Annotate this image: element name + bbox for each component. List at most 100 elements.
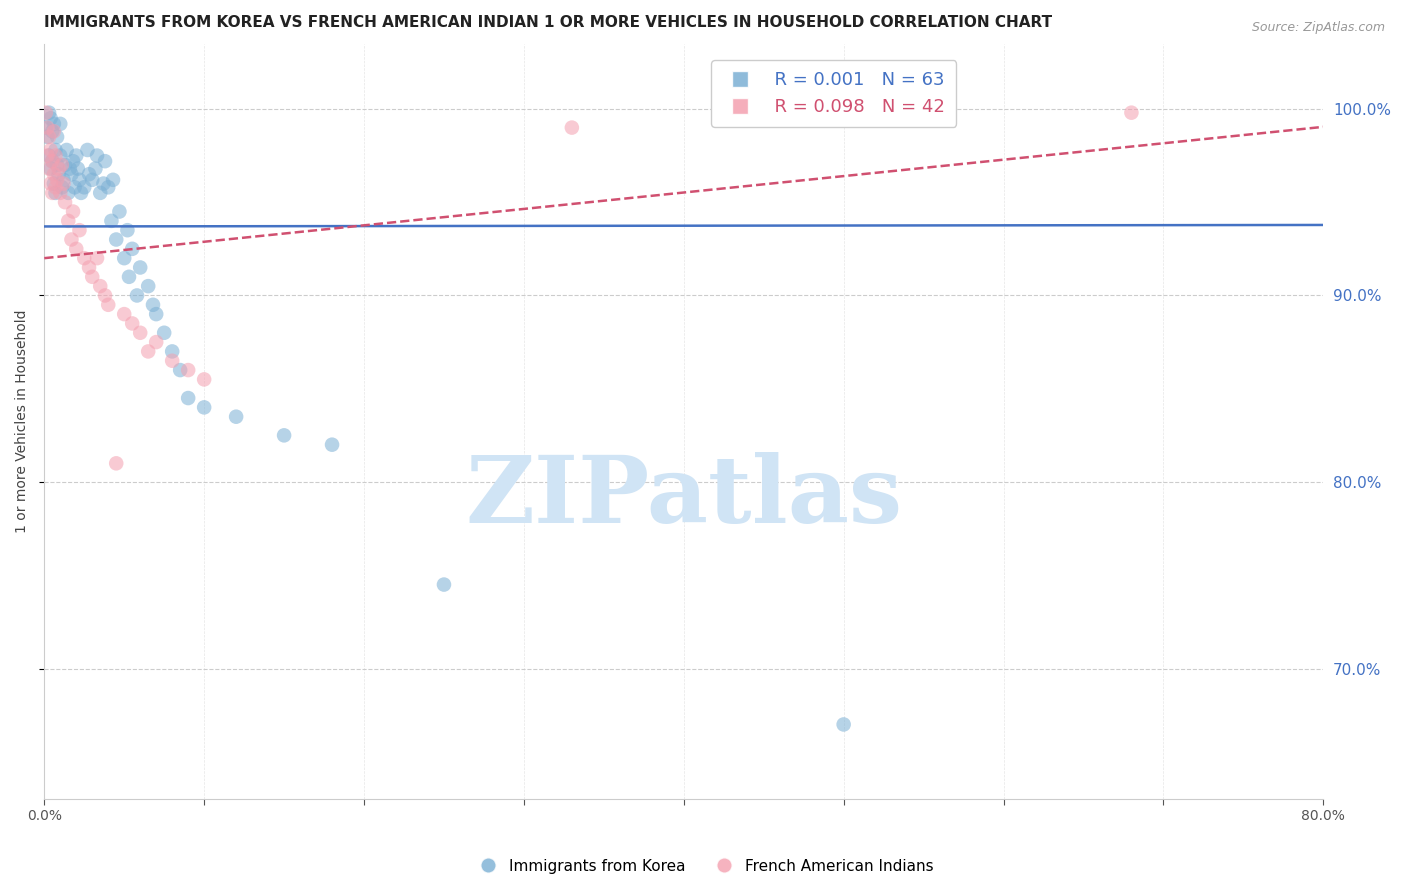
Point xyxy=(46,173,69,187)
Point xyxy=(112,307,135,321)
Point xyxy=(46,130,69,145)
Point xyxy=(433,577,456,591)
Point xyxy=(77,260,100,275)
Point xyxy=(48,167,70,181)
Point xyxy=(35,105,58,120)
Point xyxy=(41,154,63,169)
Point xyxy=(53,195,76,210)
Point xyxy=(97,298,120,312)
Point xyxy=(100,214,122,228)
Point xyxy=(169,363,191,377)
Point xyxy=(39,112,62,126)
Point xyxy=(160,353,183,368)
Point xyxy=(77,167,100,181)
Point xyxy=(35,120,58,135)
Point xyxy=(37,130,59,145)
Point xyxy=(66,161,89,176)
Point xyxy=(73,180,96,194)
Point xyxy=(129,326,152,340)
Point xyxy=(70,186,93,200)
Point xyxy=(136,279,159,293)
Point xyxy=(121,317,143,331)
Point xyxy=(46,158,69,172)
Point xyxy=(58,214,80,228)
Point xyxy=(105,233,128,247)
Text: Source: ZipAtlas.com: Source: ZipAtlas.com xyxy=(1251,21,1385,34)
Point xyxy=(561,120,583,135)
Point xyxy=(51,180,73,194)
Point xyxy=(86,148,108,162)
Point xyxy=(142,298,165,312)
Point xyxy=(101,173,124,187)
Point xyxy=(49,186,72,200)
Point xyxy=(73,251,96,265)
Point xyxy=(89,279,111,293)
Point xyxy=(65,242,87,256)
Point xyxy=(832,717,855,731)
Point xyxy=(153,326,176,340)
Point xyxy=(177,363,200,377)
Point xyxy=(225,409,247,424)
Point xyxy=(52,173,75,187)
Point xyxy=(41,186,63,200)
Point xyxy=(62,154,84,169)
Point xyxy=(69,223,91,237)
Point xyxy=(58,186,80,200)
Point xyxy=(42,117,65,131)
Point xyxy=(84,161,107,176)
Point xyxy=(48,161,70,176)
Point xyxy=(63,180,86,194)
Point xyxy=(145,335,167,350)
Point xyxy=(44,186,66,200)
Point xyxy=(94,154,117,169)
Point xyxy=(69,173,91,187)
Point xyxy=(37,148,59,162)
Point xyxy=(37,120,59,135)
Text: IMMIGRANTS FROM KOREA VS FRENCH AMERICAN INDIAN 1 OR MORE VEHICLES IN HOUSEHOLD : IMMIGRANTS FROM KOREA VS FRENCH AMERICAN… xyxy=(44,15,1053,30)
Point xyxy=(38,161,60,176)
Point xyxy=(93,177,115,191)
Y-axis label: 1 or more Vehicles in Household: 1 or more Vehicles in Household xyxy=(15,310,30,533)
Point xyxy=(125,288,148,302)
Point xyxy=(49,148,72,162)
Point xyxy=(160,344,183,359)
Legend:   R = 0.001   N = 63,   R = 0.098   N = 42: R = 0.001 N = 63, R = 0.098 N = 42 xyxy=(711,61,956,127)
Point xyxy=(136,344,159,359)
Point xyxy=(39,177,62,191)
Point xyxy=(65,148,87,162)
Point xyxy=(193,401,215,415)
Text: ZIPatlas: ZIPatlas xyxy=(465,452,903,542)
Point xyxy=(42,167,65,181)
Point xyxy=(49,117,72,131)
Point xyxy=(321,438,343,452)
Point xyxy=(89,186,111,200)
Point xyxy=(38,130,60,145)
Point xyxy=(82,173,104,187)
Point xyxy=(105,456,128,470)
Point xyxy=(121,242,143,256)
Point xyxy=(51,158,73,172)
Point xyxy=(55,143,77,157)
Point xyxy=(108,204,131,219)
Point xyxy=(38,105,60,120)
Point xyxy=(41,154,63,169)
Point xyxy=(1121,105,1143,120)
Point xyxy=(145,307,167,321)
Point xyxy=(44,143,66,157)
Point xyxy=(59,161,82,176)
Point xyxy=(86,251,108,265)
Point xyxy=(42,177,65,191)
Point xyxy=(97,180,120,194)
Point xyxy=(42,124,65,138)
Point xyxy=(273,428,295,442)
Point xyxy=(82,269,104,284)
Point xyxy=(44,148,66,162)
Point xyxy=(39,143,62,157)
Point xyxy=(62,204,84,219)
Point xyxy=(39,161,62,176)
Point xyxy=(76,143,98,157)
Point xyxy=(52,177,75,191)
Point xyxy=(129,260,152,275)
Point xyxy=(60,167,83,181)
Point xyxy=(94,288,117,302)
